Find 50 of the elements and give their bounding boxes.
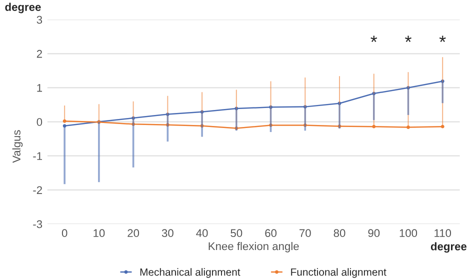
point xyxy=(62,124,66,128)
point xyxy=(269,105,273,109)
point xyxy=(62,119,66,123)
point xyxy=(132,122,136,126)
y-tick-label: 0 xyxy=(36,118,42,126)
annotation: * xyxy=(370,36,378,42)
point xyxy=(166,112,170,116)
x-tick-label: 20 xyxy=(128,229,140,238)
x-tick-label: 40 xyxy=(196,229,208,238)
point xyxy=(200,110,204,114)
annotation: * xyxy=(405,36,412,42)
y-tick-label: -2 xyxy=(33,186,42,194)
legend-label: Mechanical alignment xyxy=(140,268,240,278)
point xyxy=(440,124,444,128)
y-tick-label: -1 xyxy=(33,152,42,160)
point xyxy=(338,102,342,106)
x-tick-label: 0 xyxy=(62,229,68,238)
point xyxy=(166,123,170,127)
x-tick-label: 90 xyxy=(368,229,380,238)
point xyxy=(338,124,342,128)
x-tick-label: 60 xyxy=(265,229,277,238)
annotation: * xyxy=(439,36,446,42)
y-axis-title: Valgus xyxy=(12,130,23,163)
x-tick-label: 110 xyxy=(434,229,452,238)
x-tick-label: 30 xyxy=(162,229,174,238)
point xyxy=(406,86,410,90)
point xyxy=(440,80,444,83)
point xyxy=(372,92,376,96)
y-tick-label: -3 xyxy=(33,220,42,228)
text: degree xyxy=(430,242,467,253)
x-tick-label: 80 xyxy=(334,229,346,238)
x-tick-label: 10 xyxy=(94,229,105,238)
y-tick-label: 1 xyxy=(37,84,42,92)
x-tick-label: 100 xyxy=(400,229,418,238)
y-tick-label: 2 xyxy=(36,50,42,58)
point xyxy=(372,124,376,128)
x-tick-label: 70 xyxy=(300,229,311,238)
point xyxy=(269,123,273,127)
point xyxy=(234,106,238,110)
point xyxy=(234,126,238,130)
text: degree xyxy=(5,2,41,14)
x-tick-label: 50 xyxy=(230,229,242,238)
x-axis-title: Knee flexion angle xyxy=(208,242,299,252)
point xyxy=(406,126,410,129)
point xyxy=(303,105,307,109)
y-tick-label: 3 xyxy=(36,16,42,24)
point xyxy=(200,124,204,128)
point xyxy=(303,123,307,127)
point xyxy=(132,116,136,120)
legend-label: Functional alignment xyxy=(291,268,386,278)
